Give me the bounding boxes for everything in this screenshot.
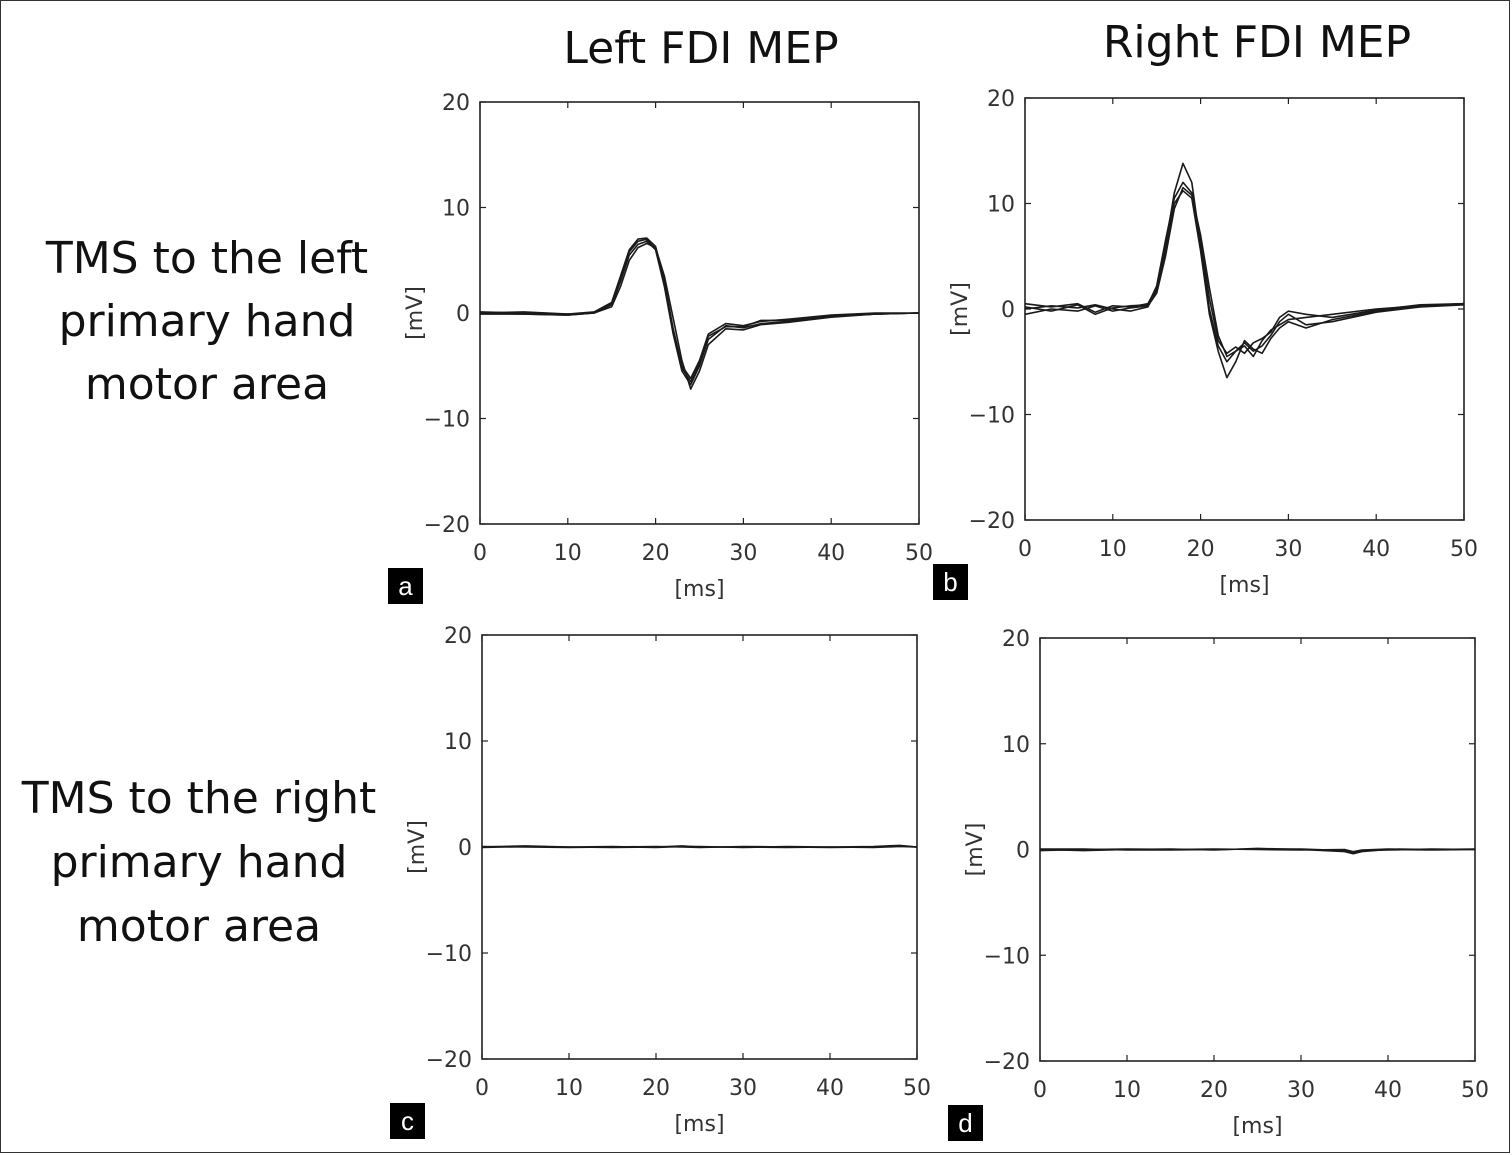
x-tick-label: 50	[905, 541, 933, 566]
y-tick-label: 0	[1016, 839, 1030, 864]
y-axis-label: [mV]	[403, 286, 428, 340]
x-tick-label: 50	[903, 1076, 931, 1101]
y-tick-label: 10	[987, 193, 1015, 218]
y-tick-label: 0	[458, 836, 472, 861]
x-tick-label: 40	[817, 541, 845, 566]
y-tick-label: 10	[444, 730, 472, 755]
row-label-line: primary hand	[59, 296, 356, 347]
x-tick-label: 20	[642, 541, 670, 566]
x-tick-label: 10	[1099, 537, 1127, 562]
y-axis-label: [mV]	[405, 820, 430, 874]
trace-line-3	[480, 242, 920, 390]
x-tick-label: 30	[1287, 1078, 1315, 1103]
y-tick-label: 10	[442, 197, 470, 222]
y-tick-label: 20	[444, 624, 472, 649]
trace-line-2	[1039, 848, 1476, 853]
trace-line-4	[479, 238, 920, 383]
y-tick-label: 20	[1002, 627, 1030, 652]
y-tick-label: −20	[984, 1050, 1030, 1075]
y-axis-label: [mV]	[963, 823, 988, 877]
panel-letter-box	[390, 1103, 425, 1139]
x-axis-label: [ms]	[674, 1112, 724, 1137]
y-tick-label: −20	[424, 513, 470, 538]
y-tick-label: 20	[442, 91, 470, 116]
x-tick-label: 50	[1461, 1078, 1489, 1103]
x-tick-label: 0	[473, 541, 487, 566]
x-tick-label: 20	[1200, 1078, 1228, 1103]
row-label-line: TMS to the right	[21, 773, 377, 824]
panel-letter-box	[948, 1105, 983, 1141]
row-label-right-tms: TMS to the right primary hand motor area	[21, 773, 377, 952]
y-tick-label: 20	[987, 87, 1015, 112]
x-tick-label: 0	[1018, 537, 1032, 562]
x-tick-label: 20	[1187, 537, 1215, 562]
y-tick-label: 0	[456, 302, 470, 327]
x-tick-label: 30	[729, 541, 757, 566]
panel-letter-box	[388, 568, 423, 604]
column-title-left-fdi-mep: Left FDI MEP	[563, 23, 838, 74]
x-tick-label: 40	[1362, 537, 1390, 562]
x-axis-label: [ms]	[1232, 1114, 1282, 1139]
x-tick-label: 40	[816, 1076, 844, 1101]
row-label-line: TMS to the left	[45, 233, 368, 284]
row-label-line: motor area	[85, 359, 329, 410]
panel-letter: d	[958, 1108, 972, 1138]
y-tick-label: −20	[969, 509, 1015, 534]
trace-line-3	[1024, 190, 1465, 379]
y-tick-label: 0	[1001, 298, 1015, 323]
y-tick-label: −10	[984, 944, 1030, 969]
x-tick-label: 30	[1274, 537, 1302, 562]
x-axis-label: [ms]	[1219, 573, 1269, 598]
column-title-right-fdi-mep: Right FDI MEP	[1103, 17, 1411, 68]
trace-line-3	[481, 845, 918, 849]
y-tick-label: 10	[1002, 733, 1030, 758]
panel-letter-box	[933, 564, 968, 600]
x-tick-label: 50	[1450, 537, 1478, 562]
x-tick-label: 30	[729, 1076, 757, 1101]
x-tick-label: 40	[1374, 1078, 1402, 1103]
row-label-line: motor area	[77, 901, 321, 952]
x-tick-label: 0	[475, 1076, 489, 1101]
x-tick-label: 10	[554, 541, 582, 566]
x-axis-label: [ms]	[674, 577, 724, 602]
y-tick-label: −10	[424, 408, 470, 433]
y-axis-label: [mV]	[948, 282, 973, 336]
panel-letter: a	[398, 571, 413, 601]
x-tick-label: 10	[1113, 1078, 1141, 1103]
x-tick-label: 10	[555, 1076, 583, 1101]
row-label-line: primary hand	[51, 837, 348, 888]
trace-line-4	[1024, 181, 1465, 355]
y-tick-label: −10	[426, 942, 472, 967]
x-tick-label: 0	[1033, 1078, 1047, 1103]
trace-line-3	[1040, 848, 1476, 854]
x-tick-label: 20	[642, 1076, 670, 1101]
panel-letter: c	[401, 1106, 414, 1136]
y-tick-label: −20	[426, 1048, 472, 1073]
y-tick-label: −10	[969, 404, 1015, 429]
row-label-left-tms: TMS to the left primary hand motor area	[45, 233, 368, 410]
panel-letter: b	[943, 567, 957, 597]
